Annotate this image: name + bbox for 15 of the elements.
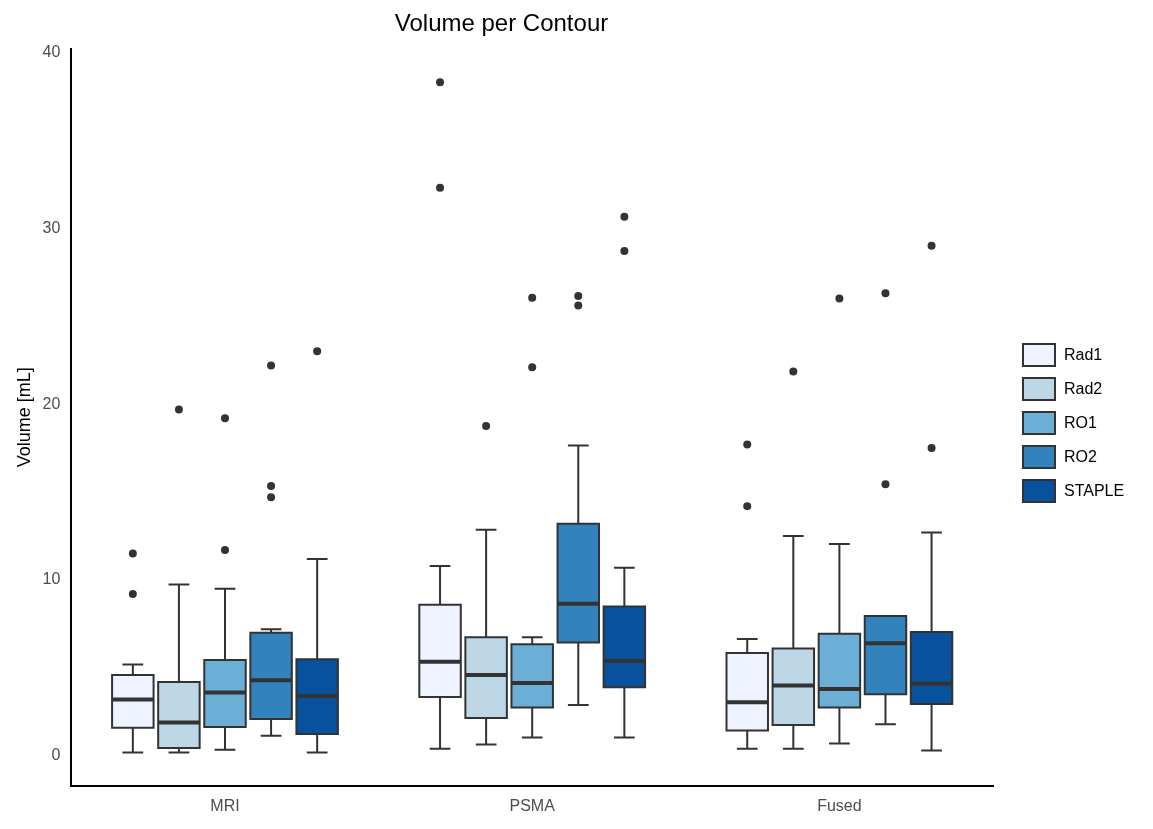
y-tick-label: 10 [42, 570, 61, 588]
y-tick-label: 0 [51, 746, 61, 764]
x-tick-label: Fused [817, 796, 862, 814]
chart-title: Volume per Contour [394, 9, 609, 37]
x-tick-label: MRI [210, 796, 240, 814]
x-tick-label: PSMA [509, 796, 556, 814]
legend-label: Rad2 [1064, 380, 1103, 398]
legend-label: STAPLE [1064, 482, 1125, 500]
y-axis-title: Volume [mL] [13, 367, 34, 468]
y-tick-label: 20 [42, 394, 61, 412]
y-tick-label: 40 [42, 42, 61, 60]
legend-label: RO2 [1064, 448, 1097, 466]
legend-label: Rad1 [1064, 346, 1103, 364]
legend-label: RO1 [1064, 414, 1097, 432]
y-tick-label: 30 [42, 218, 61, 236]
